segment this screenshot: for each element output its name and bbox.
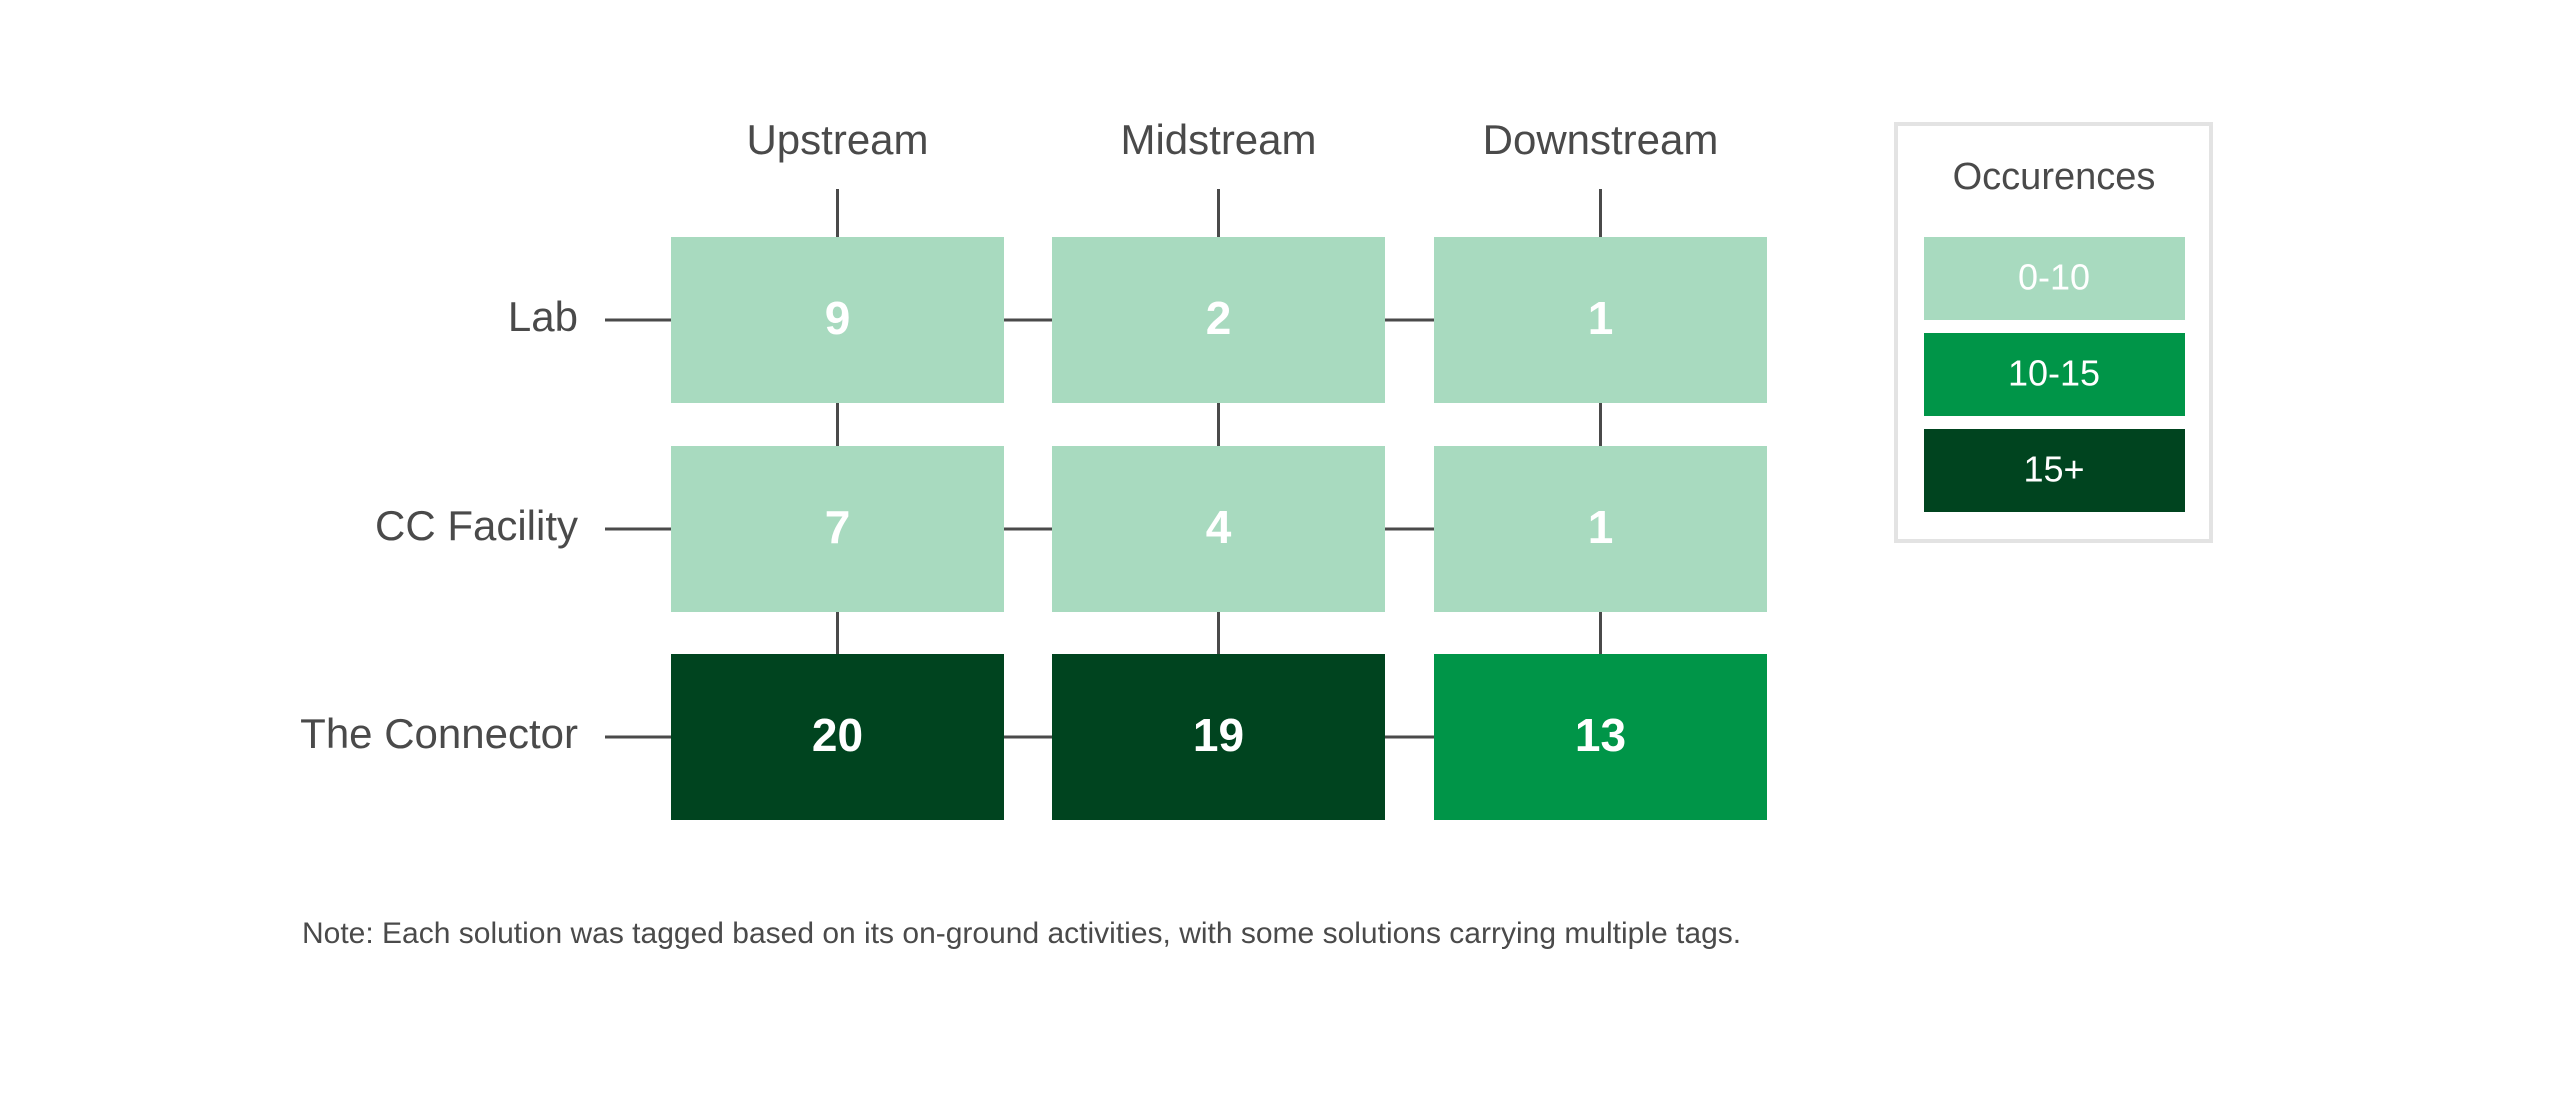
column-label: Upstream <box>746 116 928 163</box>
row-label: Lab <box>508 293 578 340</box>
legend-label: 15+ <box>2023 449 2084 490</box>
cell-value: 1 <box>1588 501 1614 553</box>
heatmap-cell <box>1052 654 1385 820</box>
legend-title: Occurences <box>1953 156 2156 198</box>
cell-value: 13 <box>1575 709 1626 761</box>
heatmap-cell <box>1052 446 1385 612</box>
row-label: CC Facility <box>375 502 578 549</box>
cell-value: 7 <box>825 501 851 553</box>
heatmap-cell <box>1052 237 1385 403</box>
heatmap-cell <box>1434 654 1767 820</box>
heatmap-cell <box>671 446 1004 612</box>
heatmap-cell <box>671 237 1004 403</box>
cell-value: 9 <box>825 292 851 344</box>
cell-value: 20 <box>812 709 863 761</box>
column-label: Downstream <box>1483 116 1719 163</box>
legend-label: 0-10 <box>2018 257 2090 298</box>
legend-swatch <box>1924 333 2185 416</box>
cell-value: 1 <box>1588 292 1614 344</box>
note: Note: Each solution was tagged based on … <box>302 917 1741 950</box>
column-label: Midstream <box>1120 116 1316 163</box>
heatmap-cell <box>671 654 1004 820</box>
legend-swatch <box>1924 429 2185 512</box>
cell-value: 4 <box>1206 501 1232 553</box>
legend-swatch <box>1924 237 2185 320</box>
heatmap-cell <box>1434 446 1767 612</box>
heatmap-cell <box>1434 237 1767 403</box>
row-label: The Connector <box>300 710 578 757</box>
legend-label: 10-15 <box>2008 353 2100 394</box>
cell-value: 19 <box>1193 709 1244 761</box>
cell-value: 2 <box>1206 292 1232 344</box>
